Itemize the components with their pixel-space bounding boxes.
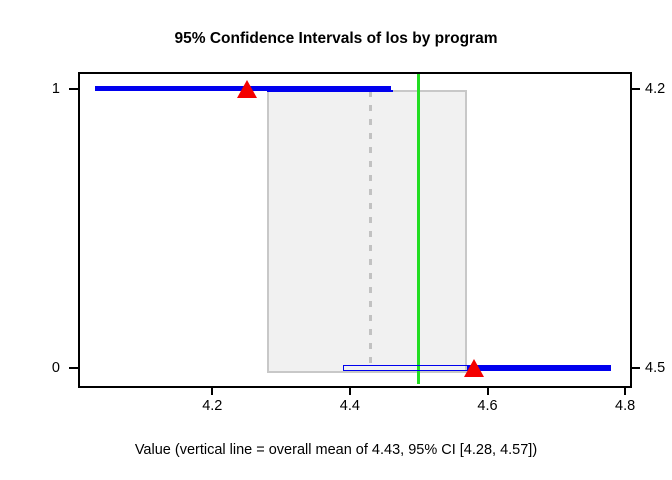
mean-marker-program-0 [463, 359, 484, 377]
plot-border [78, 72, 632, 388]
x-tick-label: 4.6 [477, 398, 498, 414]
chart-title: 95% Confidence Intervals of los by progr… [174, 30, 498, 47]
y-tick [69, 367, 78, 369]
x-tick [211, 388, 214, 395]
right-axis-label: 4.5 [645, 360, 666, 376]
ci-underline-program-1 [267, 90, 394, 93]
x-tick-label: 4.8 [615, 398, 636, 414]
right-tick [632, 367, 640, 369]
x-tick [348, 388, 351, 395]
mean-marker-program-1 [236, 79, 257, 98]
x-tick [486, 388, 489, 395]
right-tick [632, 87, 640, 90]
x-tick [624, 388, 627, 395]
overall-ci-band [267, 89, 467, 373]
x-axis-caption: Value (vertical line = overall mean of 4… [134, 442, 538, 458]
x-tick-label: 4.4 [339, 398, 360, 414]
y-tick-label: 1 [51, 80, 60, 97]
y-tick [69, 87, 78, 90]
reference-line [417, 74, 421, 384]
y-tick-label: 0 [51, 360, 60, 376]
overall-mean-line [369, 91, 373, 371]
ci-line-program-0 [466, 365, 612, 371]
x-tick-label: 4.2 [202, 398, 223, 414]
right-axis-label: 4.2 [645, 80, 666, 97]
